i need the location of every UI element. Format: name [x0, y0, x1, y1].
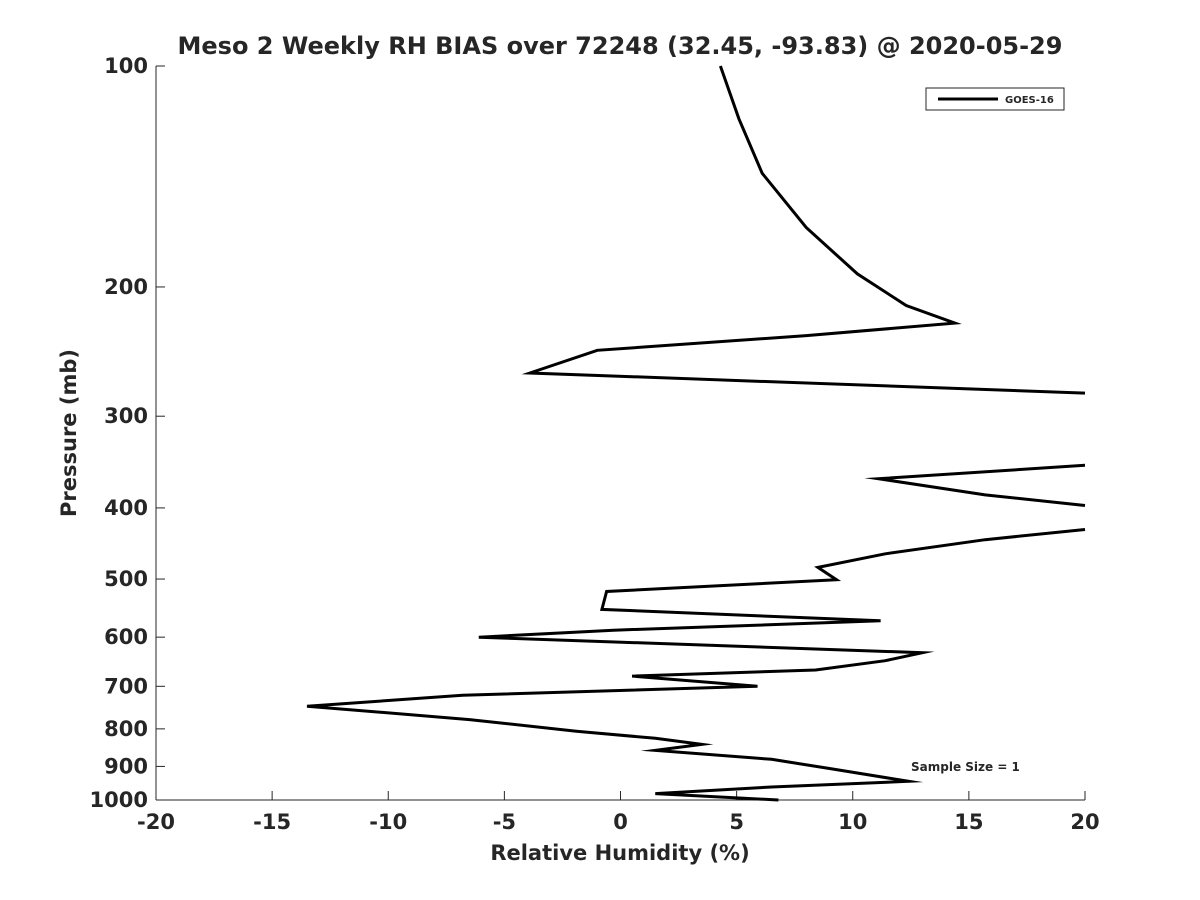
y-tick-label: 100 [104, 54, 148, 78]
y-tick-label: 300 [104, 404, 148, 428]
x-tick-label: -10 [369, 810, 407, 834]
x-tick-label: 5 [729, 810, 744, 834]
y-tick-label: 900 [104, 754, 148, 778]
y-tick-label: 400 [104, 496, 148, 520]
series-layer [306, 65, 1086, 802]
x-tick-label: 0 [613, 810, 628, 834]
legend-label-goes-16: GOES-16 [1005, 95, 1054, 106]
y-axis-ticks: 100 200 300 400 500 600 700 800 900 1000 [90, 54, 165, 812]
y-tick-label: 200 [104, 275, 148, 299]
y-tick-label: 1000 [90, 788, 148, 812]
x-tick-label: 10 [838, 810, 867, 834]
x-axis-ticks: -20 -15 -10 -5 0 5 10 15 20 [137, 791, 1100, 834]
x-tick-label: 15 [954, 810, 983, 834]
x-tick-label: -20 [137, 810, 175, 834]
legend: GOES-16 [925, 87, 1065, 111]
y-tick-label: 700 [104, 674, 148, 698]
y-axis-label: Pressure (mb) [57, 349, 81, 517]
chart-title: Meso 2 Weekly RH BIAS over 72248 (32.45,… [178, 32, 1063, 60]
y-tick-label: 500 [104, 567, 148, 591]
x-axis-label: Relative Humidity (%) [490, 841, 749, 865]
y-tick-label: 800 [104, 717, 148, 741]
y-tick-label: 600 [104, 625, 148, 649]
sample-size-annotation: Sample Size = 1 [911, 760, 1020, 774]
x-tick-label: -5 [493, 810, 516, 834]
x-tick-label: 20 [1070, 810, 1099, 834]
plot-area: -20 -15 -10 -5 0 5 10 15 20 100 200 300 400 500 600 70… [90, 54, 1100, 834]
series-line-goes-16 [306, 65, 1086, 802]
x-tick-label: -15 [253, 810, 291, 834]
